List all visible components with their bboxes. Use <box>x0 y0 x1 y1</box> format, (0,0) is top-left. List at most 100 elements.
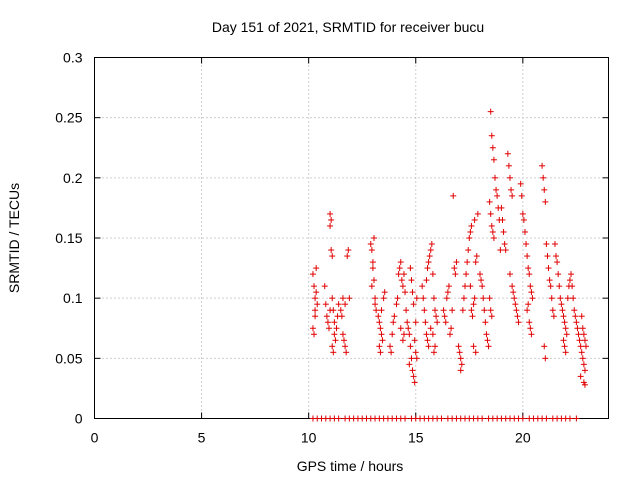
data-point <box>525 301 532 308</box>
data-point <box>579 325 586 332</box>
data-point <box>368 247 375 254</box>
data-point <box>402 289 409 296</box>
data-point <box>408 277 415 284</box>
data-point <box>381 289 388 296</box>
data-point <box>329 343 336 350</box>
data-point <box>509 283 516 290</box>
chart-title: Day 151 of 2021, SRMTID for receiver buc… <box>212 19 484 35</box>
data-point <box>413 295 420 302</box>
data-point <box>339 331 346 338</box>
data-point <box>558 301 565 308</box>
data-point <box>547 283 554 290</box>
data-point <box>576 337 583 344</box>
data-point <box>449 307 456 314</box>
data-point <box>465 247 472 254</box>
data-point <box>471 216 478 223</box>
data-point <box>512 301 519 308</box>
data-point <box>474 210 481 217</box>
data-point <box>515 319 522 326</box>
data-point <box>378 331 385 338</box>
data-point <box>543 241 550 248</box>
data-point <box>551 241 558 248</box>
data-point <box>447 331 454 338</box>
data-point <box>399 283 406 290</box>
data-point <box>463 271 470 278</box>
data-point <box>314 301 321 308</box>
data-point <box>541 343 548 350</box>
data-point <box>367 241 374 248</box>
data-point <box>408 355 415 362</box>
data-point <box>372 301 379 308</box>
data-point <box>438 415 445 422</box>
data-point <box>467 228 474 235</box>
data-point <box>331 331 338 338</box>
data-point <box>400 271 407 278</box>
data-point <box>394 295 401 302</box>
data-point <box>342 301 349 308</box>
data-point <box>309 325 316 332</box>
data-point <box>489 228 496 235</box>
data-point <box>403 307 410 314</box>
data-point <box>396 265 403 272</box>
data-point <box>491 174 498 181</box>
data-point <box>543 415 550 422</box>
data-point <box>434 319 441 326</box>
data-point <box>459 307 466 314</box>
data-point <box>566 277 573 284</box>
data-point <box>369 265 376 272</box>
data-point <box>395 271 402 278</box>
data-point <box>493 186 500 193</box>
data-point <box>563 331 570 338</box>
data-point <box>429 331 436 338</box>
data-point <box>508 186 515 193</box>
data-point <box>499 216 506 223</box>
data-point <box>453 259 460 266</box>
data-point <box>406 361 413 368</box>
x-tick-label: 15 <box>408 430 424 446</box>
data-point <box>324 319 331 326</box>
data-point <box>540 174 547 181</box>
data-point <box>469 313 476 320</box>
data-point <box>451 265 458 272</box>
data-point <box>405 325 412 332</box>
data-point <box>375 313 382 320</box>
data-point <box>313 289 320 296</box>
data-point <box>574 325 581 332</box>
data-point <box>553 253 560 260</box>
data-point <box>330 307 337 314</box>
data-point <box>556 283 563 290</box>
data-point <box>549 307 556 314</box>
data-point <box>458 361 465 368</box>
data-point <box>311 331 318 338</box>
data-point <box>335 301 342 308</box>
data-point <box>323 313 330 320</box>
y-tick-label: 0.1 <box>63 290 83 306</box>
data-point <box>517 180 524 187</box>
data-point <box>519 210 526 217</box>
data-point <box>520 216 527 223</box>
data-point <box>410 301 417 308</box>
data-point <box>571 307 578 314</box>
data-point <box>581 337 588 344</box>
data-point <box>376 319 383 326</box>
data-points <box>309 108 590 422</box>
data-point <box>519 415 526 422</box>
data-point <box>341 337 348 344</box>
data-point <box>411 379 418 386</box>
data-point <box>580 361 587 368</box>
data-point <box>477 271 483 278</box>
data-point <box>528 289 535 296</box>
data-point <box>554 259 561 266</box>
data-point <box>425 343 432 350</box>
data-point <box>430 349 437 356</box>
y-tick-label: 0.2 <box>63 170 83 186</box>
data-point <box>478 277 485 284</box>
data-point <box>344 253 351 260</box>
data-point <box>370 277 377 284</box>
data-point <box>370 235 377 241</box>
data-point <box>399 337 406 344</box>
data-point <box>442 319 449 326</box>
data-point <box>329 295 336 302</box>
data-point <box>424 265 431 272</box>
data-point <box>346 295 353 302</box>
